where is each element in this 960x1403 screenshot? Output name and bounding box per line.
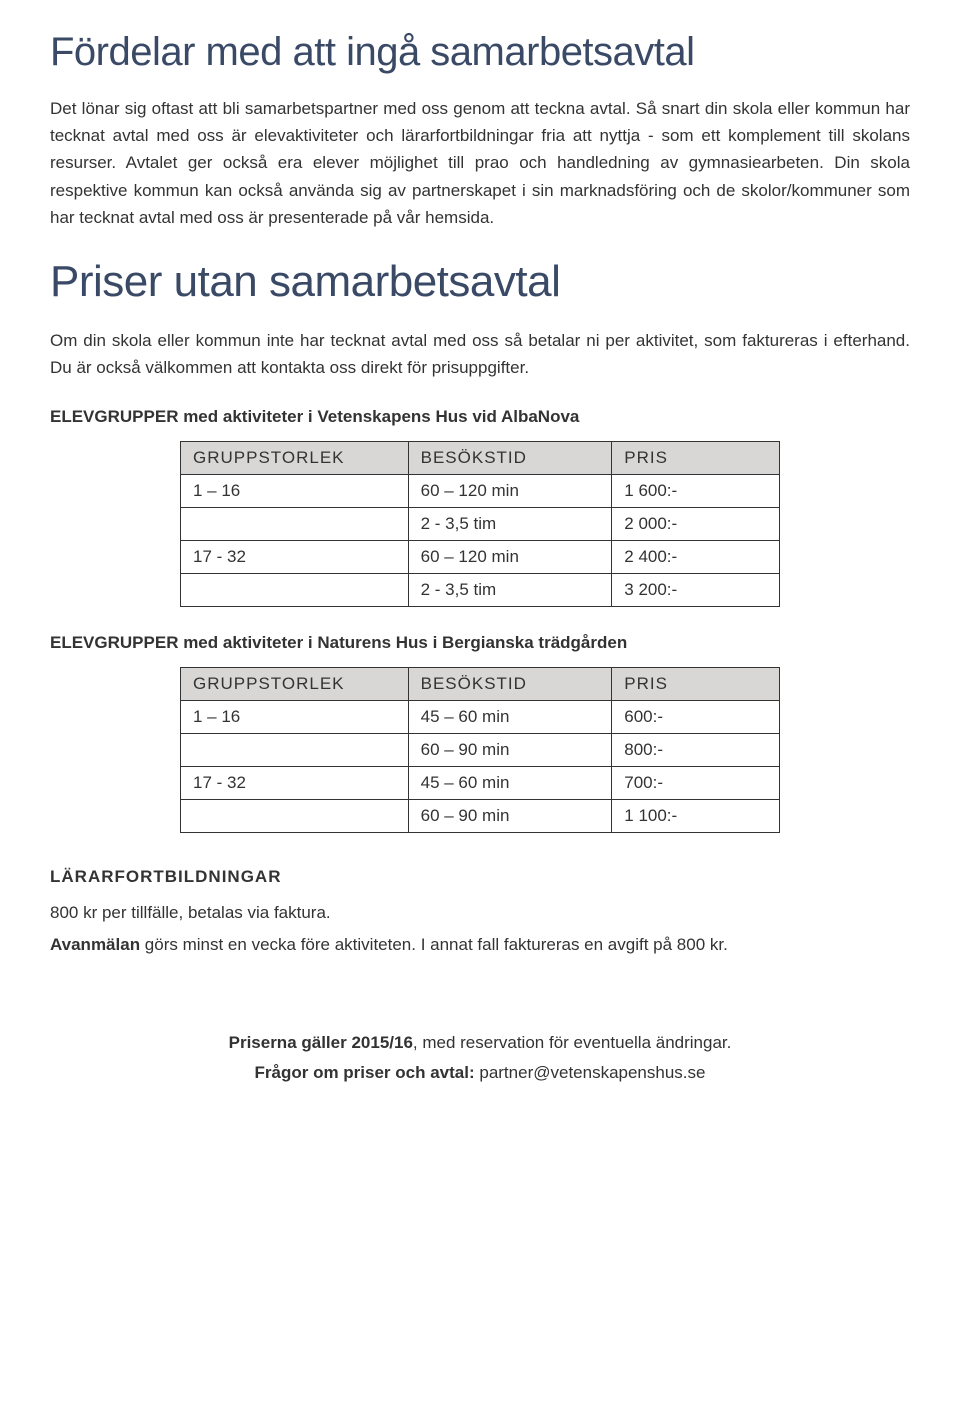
footer-priser-label: Priserna gäller 2015/16 <box>229 1033 413 1052</box>
table-row: 2 - 3,5 tim 3 200:- <box>181 574 780 607</box>
larar-line2: Avanmälan görs minst en vecka före aktiv… <box>50 931 910 958</box>
table-cell: 1 100:- <box>612 800 780 833</box>
larar-line1: 800 kr per tillfälle, betalas via faktur… <box>50 899 910 926</box>
table-cell <box>181 734 409 767</box>
table-cell: 2 - 3,5 tim <box>408 508 612 541</box>
table-row: 2 - 3,5 tim 2 000:- <box>181 508 780 541</box>
table-cell: 60 – 120 min <box>408 475 612 508</box>
table-header: PRIS <box>612 442 780 475</box>
footer-line1: Priserna gäller 2015/16, med reservation… <box>50 1028 910 1059</box>
table-header: GRUPPSTORLEK <box>181 668 409 701</box>
table-header: BESÖKSTID <box>408 668 612 701</box>
table-row: 1 – 16 60 – 120 min 1 600:- <box>181 475 780 508</box>
table2-wrapper: GRUPPSTORLEK BESÖKSTID PRIS 1 – 16 45 – … <box>50 667 910 833</box>
table-cell: 3 200:- <box>612 574 780 607</box>
table-row: 60 – 90 min 800:- <box>181 734 780 767</box>
table-cell: 2 400:- <box>612 541 780 574</box>
table-header: BESÖKSTID <box>408 442 612 475</box>
footer-fragor-label: Frågor om priser och avtal: <box>255 1063 475 1082</box>
larar-heading: LÄRARFORTBILDNINGAR <box>50 867 910 887</box>
table-cell: 60 – 120 min <box>408 541 612 574</box>
table-cell: 1 600:- <box>612 475 780 508</box>
pricing-table-albanova: GRUPPSTORLEK BESÖKSTID PRIS 1 – 16 60 – … <box>180 441 780 607</box>
footer-email: partner@vetenskapenshus.se <box>475 1063 706 1082</box>
table-cell: 60 – 90 min <box>408 800 612 833</box>
table-row: 60 – 90 min 1 100:- <box>181 800 780 833</box>
table-header: PRIS <box>612 668 780 701</box>
table2-title: ELEVGRUPPER med aktiviteter i Naturens H… <box>50 633 910 653</box>
avanmalan-label: Avanmälan <box>50 935 140 954</box>
para-fordelar: Det lönar sig oftast att bli samarbetspa… <box>50 95 910 231</box>
heading-priser: Priser utan samarbetsavtal <box>50 257 910 307</box>
table-cell: 17 - 32 <box>181 541 409 574</box>
table-header: GRUPPSTORLEK <box>181 442 409 475</box>
table-cell <box>181 800 409 833</box>
table-cell: 1 – 16 <box>181 475 409 508</box>
table-cell: 60 – 90 min <box>408 734 612 767</box>
table1-title: ELEVGRUPPER med aktiviteter i Vetenskape… <box>50 407 910 427</box>
pricing-table-bergianska: GRUPPSTORLEK BESÖKSTID PRIS 1 – 16 45 – … <box>180 667 780 833</box>
heading-fordelar: Fördelar med att ingå samarbetsavtal <box>50 30 910 75</box>
table1-wrapper: GRUPPSTORLEK BESÖKSTID PRIS 1 – 16 60 – … <box>50 441 910 607</box>
footer-priser-text: , med reservation för eventuella ändring… <box>413 1033 731 1052</box>
table-cell: 700:- <box>612 767 780 800</box>
table-cell: 45 – 60 min <box>408 767 612 800</box>
table-cell: 2 - 3,5 tim <box>408 574 612 607</box>
table-cell: 1 – 16 <box>181 701 409 734</box>
footer: Priserna gäller 2015/16, med reservation… <box>50 1028 910 1089</box>
table-row: 17 - 32 60 – 120 min 2 400:- <box>181 541 780 574</box>
table-row: 17 - 32 45 – 60 min 700:- <box>181 767 780 800</box>
table-cell <box>181 574 409 607</box>
avanmalan-text: görs minst en vecka före aktiviteten. I … <box>140 935 728 954</box>
table-cell <box>181 508 409 541</box>
footer-line2: Frågor om priser och avtal: partner@vete… <box>50 1058 910 1089</box>
table-cell: 45 – 60 min <box>408 701 612 734</box>
table-cell: 17 - 32 <box>181 767 409 800</box>
table-cell: 800:- <box>612 734 780 767</box>
para-priser: Om din skola eller kommun inte har teckn… <box>50 327 910 381</box>
table-cell: 600:- <box>612 701 780 734</box>
table-row: 1 – 16 45 – 60 min 600:- <box>181 701 780 734</box>
table-cell: 2 000:- <box>612 508 780 541</box>
